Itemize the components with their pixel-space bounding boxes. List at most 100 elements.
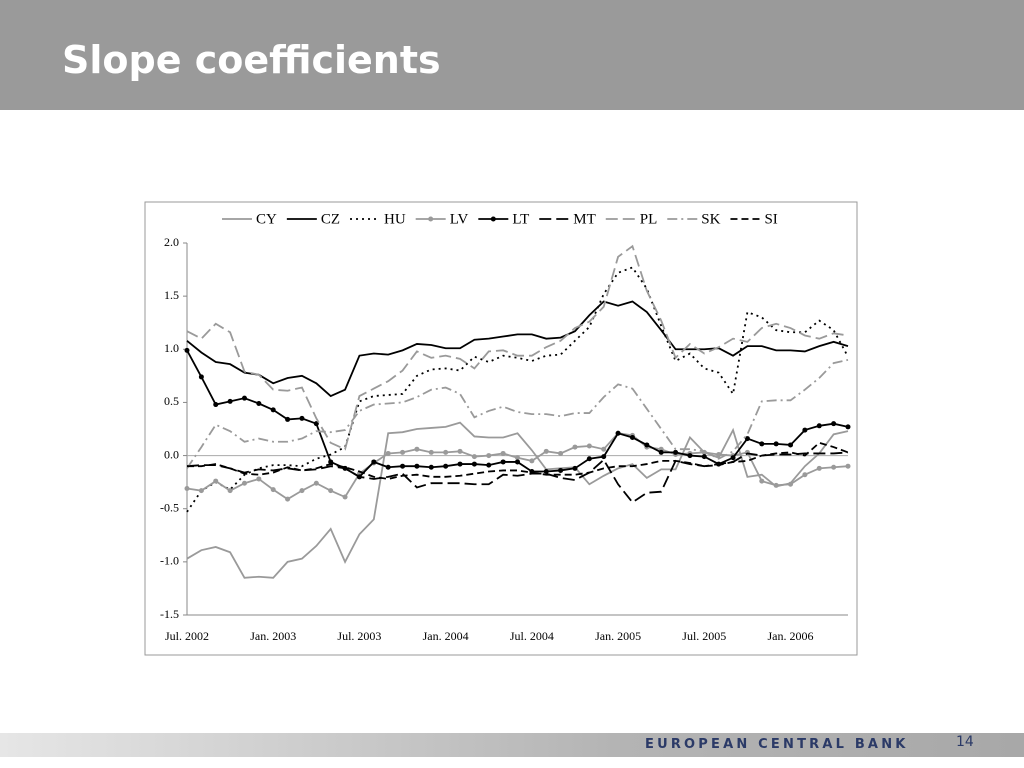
- series-marker: [457, 448, 463, 454]
- series-marker: [213, 478, 219, 484]
- series-marker: [759, 478, 765, 484]
- y-tick-label: -1.5: [160, 607, 179, 621]
- y-tick-label: 1.5: [164, 288, 179, 302]
- series-marker: [414, 446, 420, 452]
- series-marker: [184, 486, 190, 492]
- x-tick-label: Jul. 2003: [337, 629, 381, 643]
- series-marker: [256, 400, 262, 406]
- series-marker: [558, 450, 564, 456]
- series-marker: [299, 415, 305, 421]
- chart-frame: [144, 201, 858, 656]
- series-marker: [443, 463, 449, 469]
- series-marker: [788, 481, 794, 487]
- y-tick-label: -1.0: [160, 554, 179, 568]
- series-marker: [644, 442, 650, 448]
- legend-label: CY: [256, 211, 277, 227]
- legend-label: MT: [573, 211, 596, 227]
- series-marker: [486, 462, 492, 468]
- series-marker: [241, 395, 247, 401]
- series-marker: [586, 456, 592, 462]
- series-marker: [385, 464, 391, 470]
- series-marker: [572, 465, 578, 471]
- series-marker: [515, 455, 520, 461]
- series-marker: [471, 461, 477, 467]
- series-marker: [543, 469, 549, 475]
- series-marker: [500, 459, 506, 465]
- series-marker: [328, 488, 334, 494]
- series-marker: [831, 421, 837, 427]
- series-marker: [773, 441, 779, 447]
- series-marker: [198, 488, 204, 494]
- x-tick-label: Jan. 2003: [250, 629, 296, 643]
- x-tick-label: Jul. 2002: [165, 629, 209, 643]
- series-marker: [313, 480, 319, 486]
- series-line: [186, 244, 849, 451]
- series-marker: [529, 458, 535, 464]
- y-tick-label: 0.0: [164, 447, 179, 461]
- series-marker: [845, 424, 851, 430]
- x-tick-label: Jan. 2006: [768, 629, 814, 643]
- page-number: 14: [956, 734, 974, 750]
- series-marker: [270, 407, 276, 413]
- series-line: [186, 266, 849, 513]
- series-marker: [428, 449, 434, 455]
- series-marker: [213, 402, 219, 408]
- series-marker: [313, 421, 319, 427]
- series-marker: [586, 443, 592, 449]
- series-marker: [802, 472, 808, 478]
- series-marker: [414, 463, 420, 469]
- series-marker: [428, 464, 434, 470]
- x-tick-label: Jul. 2005: [682, 629, 726, 643]
- series-marker: [486, 453, 492, 459]
- series-marker: [673, 449, 679, 455]
- series-marker: [716, 452, 722, 458]
- y-tick-label: -0.5: [160, 500, 179, 514]
- series-marker: [241, 480, 247, 486]
- series-marker: [385, 450, 391, 456]
- y-tick-label: 2.0: [164, 235, 179, 249]
- series-marker: [558, 467, 564, 473]
- header-band: [0, 0, 1024, 110]
- series-marker: [198, 374, 204, 380]
- legend-label: LV: [450, 211, 469, 227]
- series-marker: [400, 449, 406, 455]
- y-tick-label: 1.0: [164, 341, 179, 355]
- footer-band: [0, 733, 1024, 757]
- series-marker: [816, 465, 822, 471]
- slide-title: Slope coefficients: [62, 38, 441, 82]
- series-marker: [285, 496, 291, 502]
- legend-label: HU: [384, 211, 406, 227]
- series-marker: [184, 347, 190, 353]
- x-tick-label: Jan. 2005: [595, 629, 641, 643]
- footer-organization: EUROPEAN CENTRAL BANK: [645, 737, 909, 752]
- series-marker: [773, 482, 779, 488]
- series-marker: [730, 455, 736, 461]
- series-marker: [658, 449, 664, 455]
- series-marker: [615, 430, 621, 436]
- series-line: [186, 359, 849, 469]
- series-marker: [687, 453, 693, 459]
- series-marker: [471, 454, 477, 460]
- series-marker: [299, 488, 305, 494]
- series-marker: [270, 487, 276, 493]
- legend-label: SK: [701, 211, 720, 227]
- legend-label: LT: [512, 211, 529, 227]
- series-marker: [816, 423, 822, 429]
- series-marker: [256, 476, 262, 482]
- series-marker: [744, 436, 750, 442]
- series-marker: [629, 435, 635, 441]
- legend-label: CZ: [321, 211, 340, 227]
- series-marker: [701, 454, 707, 460]
- series-marker: [572, 444, 578, 450]
- series-marker: [285, 416, 291, 422]
- series-marker: [759, 441, 765, 447]
- series-marker: [227, 398, 233, 404]
- series-marker: [802, 427, 808, 433]
- legend-marker: [428, 216, 434, 222]
- series-marker: [543, 448, 549, 454]
- series-marker: [371, 459, 377, 465]
- series-marker: [601, 454, 607, 460]
- series-marker: [788, 442, 794, 448]
